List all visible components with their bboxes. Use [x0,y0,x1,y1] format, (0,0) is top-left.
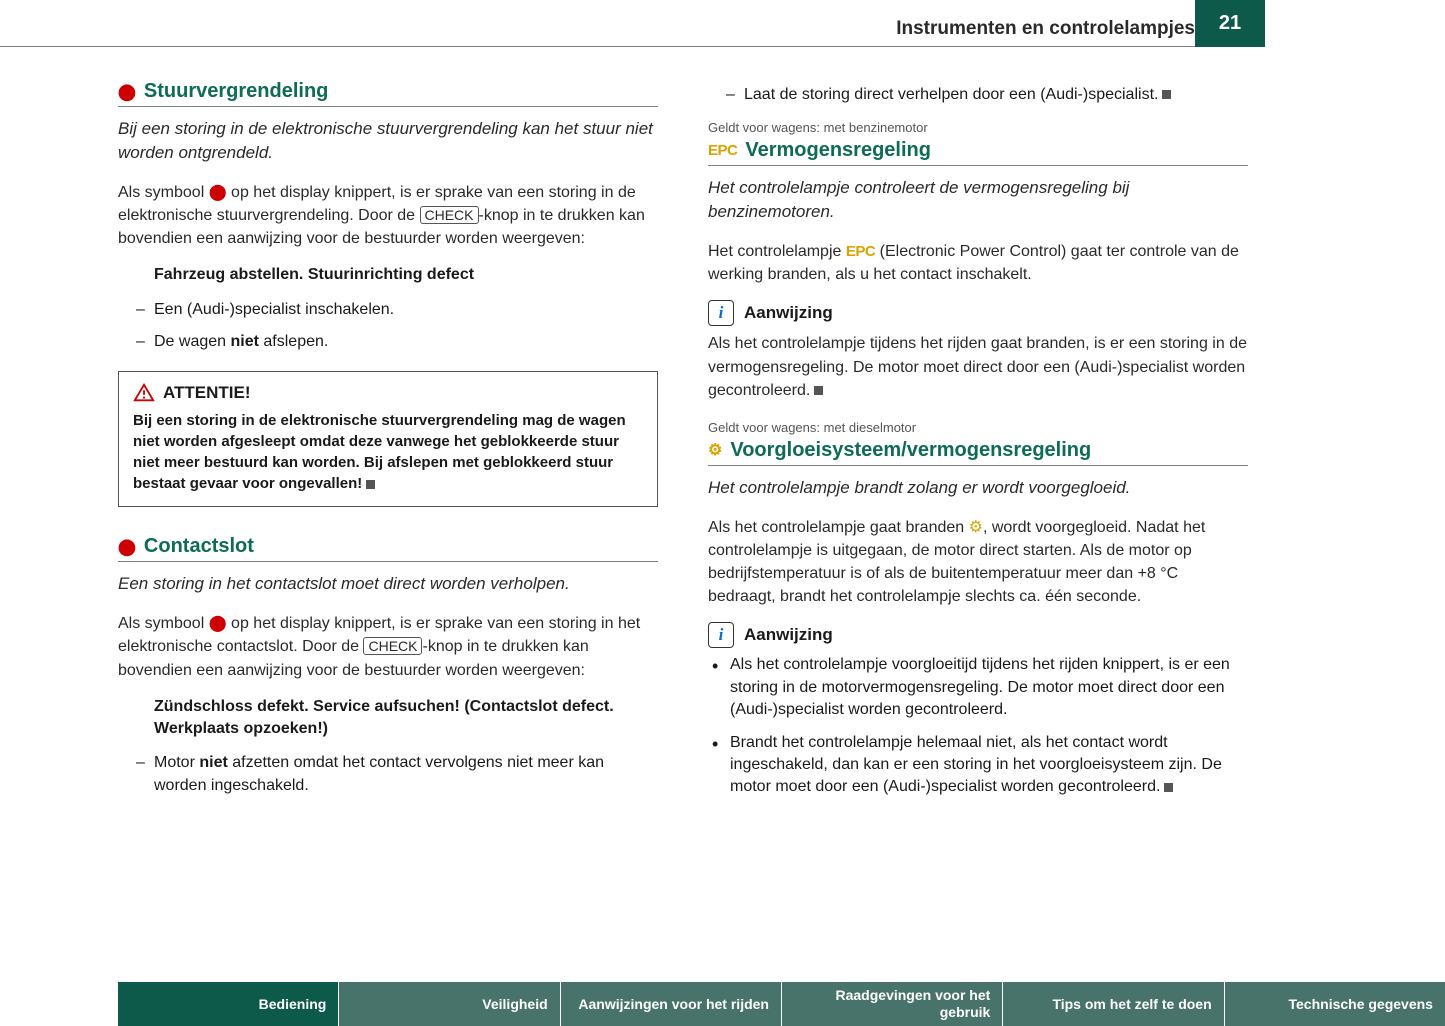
section-title: Stuurvergrendeling [144,80,328,103]
list-item: Motor niet afzetten omdat het contact ve… [136,752,658,797]
body-paragraph: Het controlelampje EPC (Electronic Power… [708,240,1248,286]
check-button-label: CHECK [363,637,422,655]
info-header: i Aanwijzing [708,300,1248,326]
text-fragment: Laat de storing direct verhelpen door ee… [744,86,1158,103]
text-fragment: Motor [154,754,199,771]
list-item: Laat de storing direct verhelpen door ee… [726,84,1248,106]
section-title: Vermogensregeling [745,139,931,162]
left-column: ⬤ Stuurvergrendeling Bij een storing in … [118,80,658,811]
epc-icon: EPC [708,142,737,159]
section-title: Contactslot [144,535,254,558]
text-bold: niet [199,754,227,771]
end-mark-icon [814,386,823,395]
text-fragment: De wagen [154,333,231,350]
section-heading-voorgloeisysteem: ⚙ Voorgloeisysteem/vermogensregeling [708,439,1248,466]
list-item: Brandt het controlelampje helemaal niet,… [712,732,1248,799]
epc-icon: EPC [846,243,875,260]
glow-plug-icon: ⚙ [969,519,983,536]
attention-body: Bij een storing in de elektronische stuu… [119,410,657,506]
text-fragment: Bij een storing in de elektronische stuu… [133,412,626,492]
instruction-list: Een (Audi-)specialist inschakelen. De wa… [136,299,658,354]
ignition-icon: ⬤ [209,615,227,632]
warning-message: Fahrzeug abstellen. Stuurinrichting defe… [154,264,658,286]
footer-tab-raadgevingen[interactable]: Raadgevingen voor het gebruik [782,982,1003,1026]
footer-tab-tips[interactable]: Tips om het zelf te doen [1003,982,1224,1026]
attention-header: ATTENTIE! [119,372,657,410]
footer-tab-technische[interactable]: Technische gegevens [1225,982,1445,1026]
end-mark-icon [366,480,375,489]
instruction-list: Laat de storing direct verhelpen door ee… [726,84,1248,106]
steering-lock-icon: ⬤ [209,184,227,201]
text-fragment: Brandt het controlelampje helemaal niet,… [730,734,1222,796]
footer-tab-bediening[interactable]: Bediening [118,982,339,1026]
header-rule [0,46,1195,47]
footer-tab-veiligheid[interactable]: Veiligheid [339,982,560,1026]
attention-title: ATTENTIE! [163,383,251,403]
end-mark-icon [1164,783,1173,792]
applies-to: Geldt voor wagens: met dieselmotor [708,420,1248,435]
list-item: Een (Audi-)specialist inschakelen. [136,299,658,321]
lead-text: Een storing in het contactslot moet dire… [118,572,658,596]
text-fragment: Als symbool [118,184,209,201]
info-icon: i [708,300,734,326]
info-title: Aanwijzing [744,303,833,323]
header-title: Instrumenten en controlelampjes [896,18,1195,40]
glow-plug-icon: ⚙ [708,440,722,460]
footer-tab-aanwijzingen[interactable]: Aanwijzingen voor het rijden [561,982,782,1026]
body-paragraph: Als het controlelampje gaat branden ⚙, w… [708,516,1248,609]
text-fragment: Als het controlelampje gaat branden [708,519,969,536]
list-item: Als het controlelampje voorgloeitijd tij… [712,654,1248,721]
page-number-tab: 21 [1195,0,1265,47]
manual-page: Instrumenten en controlelampjes 21 ⬤ Stu… [0,0,1445,1026]
applies-to: Geldt voor wagens: met benzinemotor [708,120,1248,135]
text-fragment: afslepen. [259,333,328,350]
text-fragment: Als symbool [118,615,209,632]
warning-message: Zündschloss defekt. Service aufsuchen! (… [154,696,658,741]
lead-text: Het controlelampje brandt zolang er word… [708,476,1248,500]
body-paragraph: Als symbool ⬤ op het display knippert, i… [118,612,658,682]
section-title: Voorgloeisysteem/vermogensregeling [730,439,1091,462]
body-paragraph: Als symbool ⬤ op het display knippert, i… [118,181,658,251]
section-heading-stuurvergrendeling: ⬤ Stuurvergrendeling [118,80,658,107]
instruction-list: Motor niet afzetten omdat het contact ve… [136,752,658,797]
content-columns: ⬤ Stuurvergrendeling Bij een storing in … [118,80,1248,811]
section-heading-vermogensregeling: EPC Vermogensregeling [708,139,1248,166]
lead-text: Bij een storing in de elektronische stuu… [118,117,658,165]
footer-spacer [0,982,118,1026]
end-mark-icon [1162,90,1171,99]
footer-tabs: Bediening Veiligheid Aanwijzingen voor h… [0,982,1445,1026]
check-button-label: CHECK [420,206,479,224]
section-heading-contactslot: ⬤ Contactslot [118,535,658,562]
info-bullet-list: Als het controlelampje voorgloeitijd tij… [712,654,1248,798]
attention-box: ATTENTIE! Bij een storing in de elektron… [118,371,658,507]
info-body: Als het controlelampje tijdens het rijde… [708,332,1248,402]
steering-lock-icon: ⬤ [118,82,136,102]
text-fragment: Als het controlelampje tijdens het rijde… [708,335,1247,398]
ignition-icon: ⬤ [118,537,136,557]
info-icon: i [708,622,734,648]
lead-text: Het controlelampje controleert de vermog… [708,176,1248,224]
info-title: Aanwijzing [744,625,833,645]
text-fragment: Het controlelampje [708,243,846,260]
list-item: De wagen niet afslepen. [136,331,658,353]
warning-triangle-icon [133,382,155,404]
text-bold: niet [231,333,259,350]
info-header: i Aanwijzing [708,622,1248,648]
right-column: Laat de storing direct verhelpen door ee… [708,80,1248,811]
